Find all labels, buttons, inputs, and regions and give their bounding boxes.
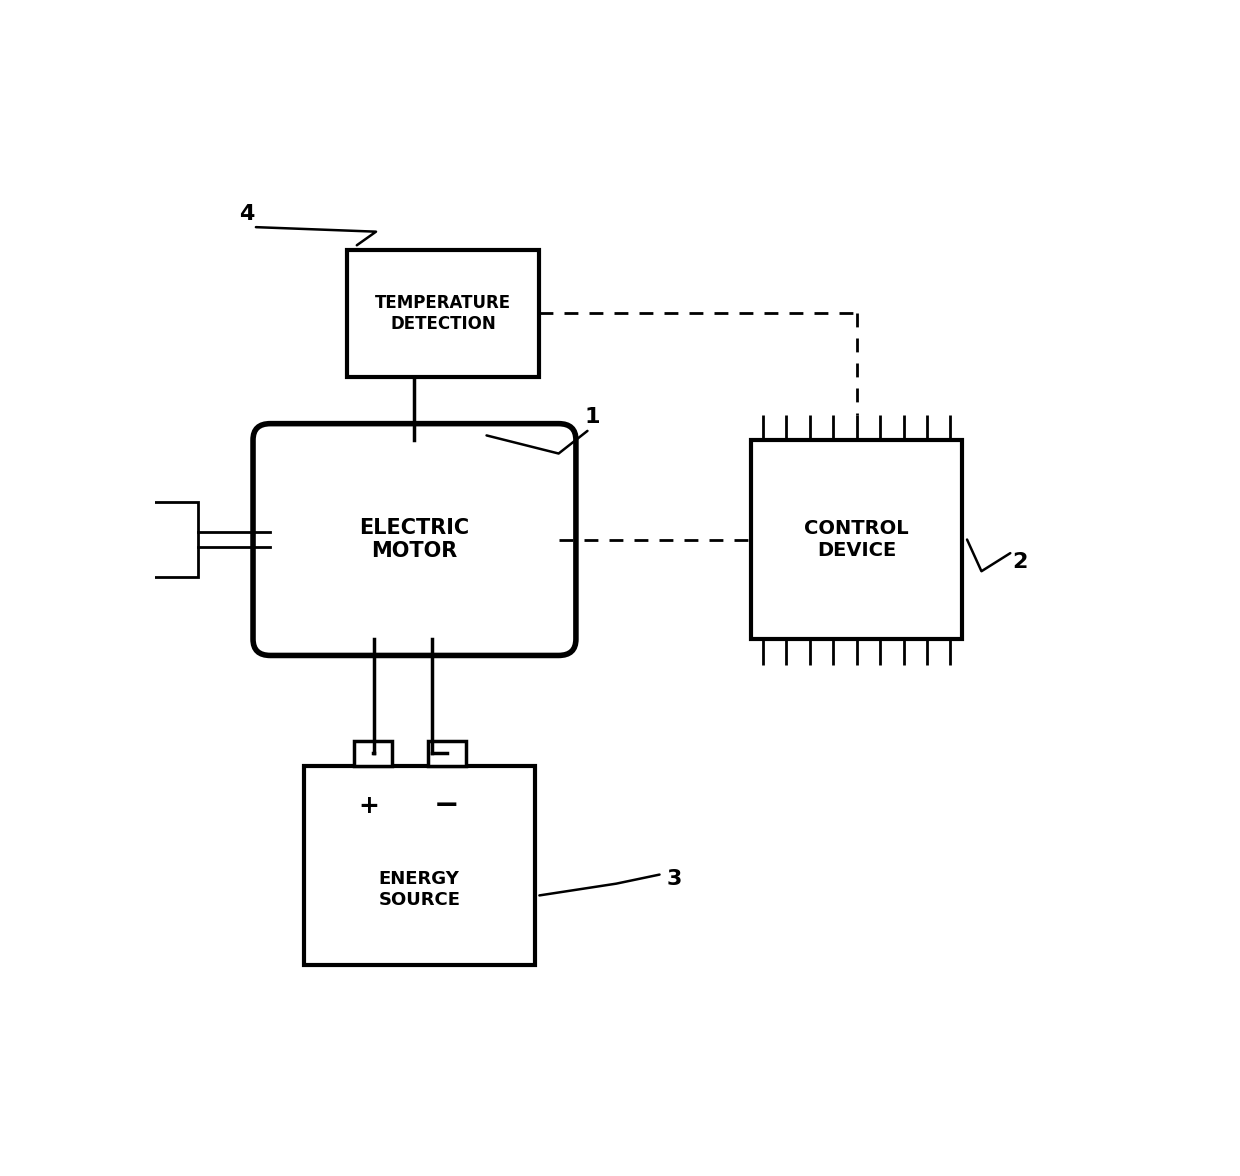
Text: ENERGY
SOURCE: ENERGY SOURCE [378,870,460,909]
Bar [145,502,198,577]
Text: −: − [434,791,460,821]
Text: 2: 2 [1012,553,1028,573]
Text: CONTROL
DEVICE: CONTROL DEVICE [805,519,909,560]
Bar [428,741,466,766]
Bar [304,766,534,965]
Text: 3: 3 [666,869,682,889]
Bar [751,440,962,640]
Text: +: + [358,794,379,817]
FancyBboxPatch shape [253,423,575,655]
Text: TEMPERATURE
DETECTION: TEMPERATURE DETECTION [376,294,511,333]
Text: 4: 4 [238,203,254,223]
Text: 1: 1 [584,407,600,427]
Text: ELECTRIC
MOTOR: ELECTRIC MOTOR [360,517,470,561]
Bar [347,249,539,376]
Bar [353,741,392,766]
